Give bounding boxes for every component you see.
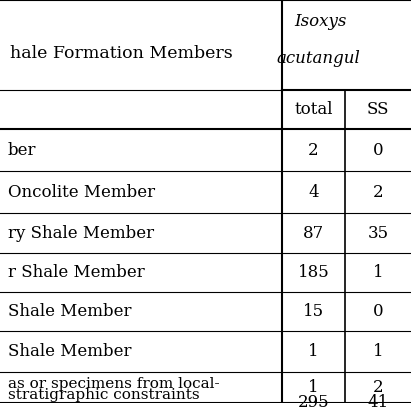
- Text: Shale Member: Shale Member: [8, 343, 132, 360]
- Text: SS: SS: [367, 101, 389, 118]
- Text: Shale Member: Shale Member: [8, 303, 132, 320]
- Text: 0: 0: [373, 303, 383, 320]
- Text: stratigraphic constraints: stratigraphic constraints: [8, 388, 200, 402]
- Text: 2: 2: [373, 184, 383, 201]
- Text: acutangul: acutangul: [276, 50, 360, 67]
- Text: 2: 2: [373, 379, 383, 396]
- Text: 1: 1: [373, 343, 383, 360]
- Text: Oncolite Member: Oncolite Member: [8, 184, 155, 201]
- Text: 4: 4: [308, 184, 319, 201]
- Text: 87: 87: [303, 224, 324, 242]
- Text: 35: 35: [367, 224, 388, 242]
- Text: r Shale Member: r Shale Member: [8, 264, 145, 281]
- Text: hale Formation Members: hale Formation Members: [10, 45, 233, 62]
- Text: 1: 1: [373, 264, 383, 281]
- Text: ry Shale Member: ry Shale Member: [8, 224, 154, 242]
- Text: 2: 2: [308, 142, 319, 159]
- Text: Isoxys: Isoxys: [294, 13, 346, 30]
- Text: 15: 15: [303, 303, 324, 320]
- Text: 1: 1: [308, 343, 319, 360]
- Text: ber: ber: [8, 142, 37, 159]
- Text: as or specimens from local-: as or specimens from local-: [8, 376, 219, 390]
- Text: 1: 1: [308, 379, 319, 396]
- Text: 0: 0: [373, 142, 383, 159]
- Text: 41: 41: [367, 394, 389, 411]
- Text: total: total: [294, 101, 333, 118]
- Text: 295: 295: [298, 394, 329, 411]
- Text: 185: 185: [298, 264, 329, 281]
